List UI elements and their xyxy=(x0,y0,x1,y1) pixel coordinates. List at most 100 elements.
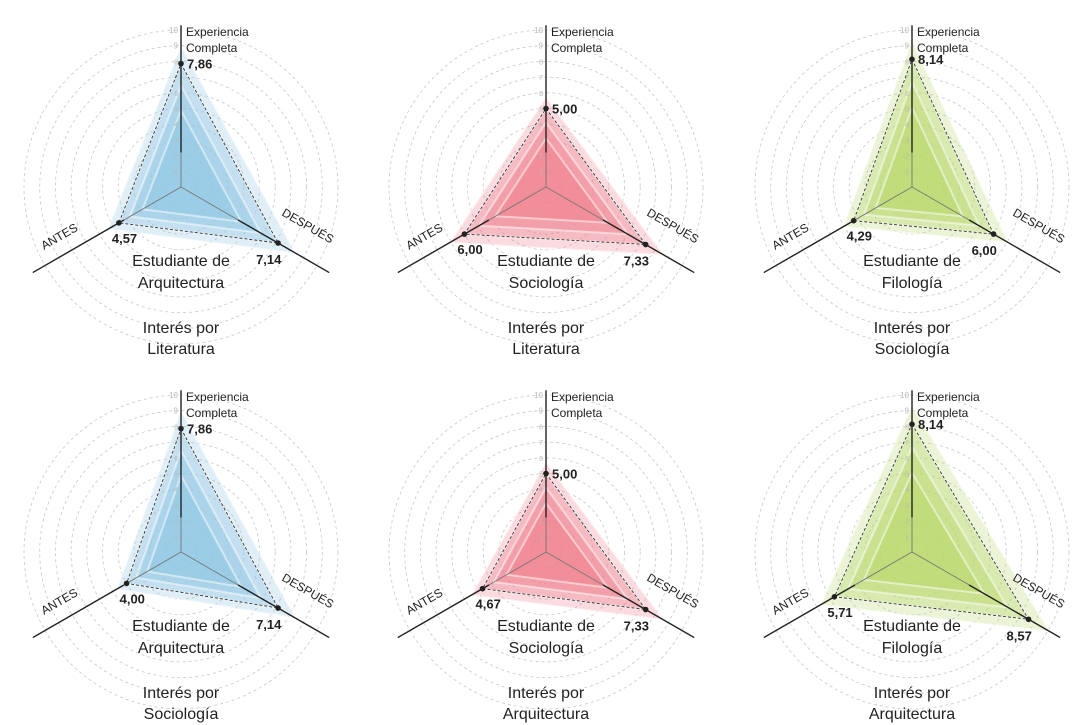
interest-line2: Sociología xyxy=(875,341,950,358)
grid-ring xyxy=(451,92,641,282)
interest-line2: Literatura xyxy=(512,341,580,358)
axis-label-despues: DESPUÉS xyxy=(1011,205,1068,247)
grid-ring xyxy=(404,410,688,694)
grid-ring xyxy=(770,410,1054,694)
axis-antes xyxy=(397,219,490,274)
data-triangle xyxy=(853,58,995,235)
radar-chart-2: 1 2 3 4 5 6 7 8 9 10 5,00 6,00 7,33 Experiencia Comple… xyxy=(388,25,704,358)
value-label-antes: 4,67 xyxy=(476,597,501,612)
axis-label-experiencia-line2: Completa xyxy=(551,41,603,55)
tick-label: 2 xyxy=(905,519,909,526)
radar-area-layer xyxy=(141,109,243,223)
value-label-experiencia: 8,14 xyxy=(918,52,944,67)
tick-label: 5 xyxy=(539,107,543,114)
radar-area-layer xyxy=(862,471,986,595)
tick-label: 2 xyxy=(174,154,178,161)
grid-ring xyxy=(770,45,1054,329)
tick-label: 8 xyxy=(174,424,178,431)
subject-line2: Arquitectura xyxy=(138,640,224,657)
data-triangle xyxy=(125,427,279,609)
tick-label: 5 xyxy=(905,472,909,479)
data-triangle xyxy=(463,107,647,246)
tick-label: 8 xyxy=(539,424,543,431)
tick-label: 1 xyxy=(905,169,909,176)
grid-ring xyxy=(39,410,323,694)
tick-label: 4 xyxy=(905,487,909,494)
axis-label-antes: ANTES xyxy=(404,585,446,617)
value-label-antes: 5,71 xyxy=(827,605,852,620)
axis-label-experiencia-line2: Completa xyxy=(917,406,969,420)
tick-label: 3 xyxy=(905,503,909,510)
tick-label: 8 xyxy=(174,59,178,66)
tick-label: 9 xyxy=(539,42,544,51)
grid-ring xyxy=(404,45,688,329)
point-despues xyxy=(990,231,997,237)
axis-despues xyxy=(602,584,695,639)
grid-ring xyxy=(55,425,307,678)
axis-label-antes: ANTES xyxy=(770,220,812,252)
tick-label: 10 xyxy=(900,26,909,35)
axis-despues xyxy=(968,584,1061,639)
point-experiencia xyxy=(178,425,184,432)
tick-label: 2 xyxy=(539,154,543,161)
axis-label-antes: ANTES xyxy=(39,585,81,617)
tick-label: 10 xyxy=(534,391,543,400)
tick-label: 4 xyxy=(539,487,543,494)
tick-label: 9 xyxy=(539,407,544,416)
point-experiencia xyxy=(909,421,915,428)
grid-ring xyxy=(817,92,1007,282)
point-antes xyxy=(123,580,130,587)
point-antes xyxy=(831,594,838,600)
radar-area-layer xyxy=(874,106,964,218)
value-label-antes: 4,29 xyxy=(847,229,872,244)
tick-label: 6 xyxy=(174,456,178,463)
tick-label: 6 xyxy=(539,91,543,98)
axis-antes xyxy=(763,219,856,274)
point-despues xyxy=(1025,616,1032,623)
tick-label: 3 xyxy=(174,138,178,145)
data-triangle xyxy=(118,62,279,244)
axis-label-experiencia-line1: Experiencia xyxy=(917,390,980,404)
point-experiencia xyxy=(909,56,915,63)
subject-line1: Estudiante de xyxy=(132,253,230,270)
tick-label: 1 xyxy=(539,534,543,541)
point-antes xyxy=(116,220,122,226)
tick-label: 3 xyxy=(905,138,909,145)
tick-label: 1 xyxy=(174,534,178,541)
subject-line1: Estudiante de xyxy=(497,253,595,270)
axis-label-antes: ANTES xyxy=(39,220,81,252)
radar-area-layer xyxy=(505,502,609,589)
interest-line2: Literatura xyxy=(147,341,215,358)
grid-ring xyxy=(419,425,672,678)
point-antes xyxy=(850,217,857,224)
value-label-experiencia: 7,86 xyxy=(187,422,212,437)
axis-antes xyxy=(763,584,856,639)
data-triangle xyxy=(481,472,647,611)
radar-chart-3: 1 2 3 4 5 6 7 8 9 10 8,14 4,29 6,00 Experiencia Comple… xyxy=(754,25,1070,358)
tick-label: 3 xyxy=(539,138,543,145)
tick-label: 6 xyxy=(174,91,178,98)
tick-label: 2 xyxy=(905,154,909,161)
axis-antes xyxy=(32,584,125,639)
subject-line1: Estudiante de xyxy=(863,618,961,635)
axis-label-experiencia-line2: Completa xyxy=(186,406,238,420)
axis-label-experiencia-line2: Completa xyxy=(917,41,969,55)
tick-label: 3 xyxy=(174,503,178,510)
tick-label: 7 xyxy=(905,440,909,447)
tick-label: 4 xyxy=(539,122,543,129)
value-label-despues: 8,57 xyxy=(1007,628,1032,643)
radar-chart-1: 1 2 3 4 5 6 7 8 9 10 7,86 4,57 7,14 Experiencia Comple… xyxy=(23,25,339,358)
tick-label: 7 xyxy=(905,75,909,82)
value-label-experiencia: 5,00 xyxy=(552,102,577,117)
value-label-experiencia: 7,86 xyxy=(187,57,212,72)
grid-ring xyxy=(467,108,625,266)
value-label-experiencia: 8,14 xyxy=(918,417,944,432)
point-antes xyxy=(461,231,468,237)
grid-ring xyxy=(86,92,276,282)
radar-area-layer xyxy=(494,137,609,224)
tick-label: 5 xyxy=(174,472,178,479)
value-label-despues: 7,33 xyxy=(624,254,649,269)
tick-label: 5 xyxy=(539,472,543,479)
tick-label: 9 xyxy=(905,42,910,51)
interest-line1: Interés por xyxy=(508,685,585,702)
